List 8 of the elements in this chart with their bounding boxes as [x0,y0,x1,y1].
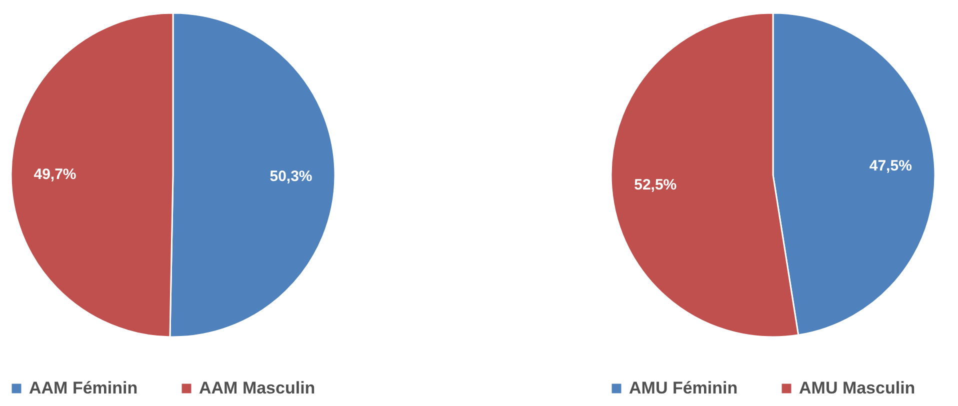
data-label: 52,5% [634,176,677,194]
data-label: 47,5% [869,158,912,175]
legend-label: AAM Féminin [29,378,138,398]
legend-label: AAM Masculin [199,378,316,398]
legend-label: AMU Masculin [799,378,916,398]
legend-label: AMU Féminin [629,378,738,398]
data-label: 50,3% [270,168,312,186]
data-label: 49,7% [34,166,76,183]
